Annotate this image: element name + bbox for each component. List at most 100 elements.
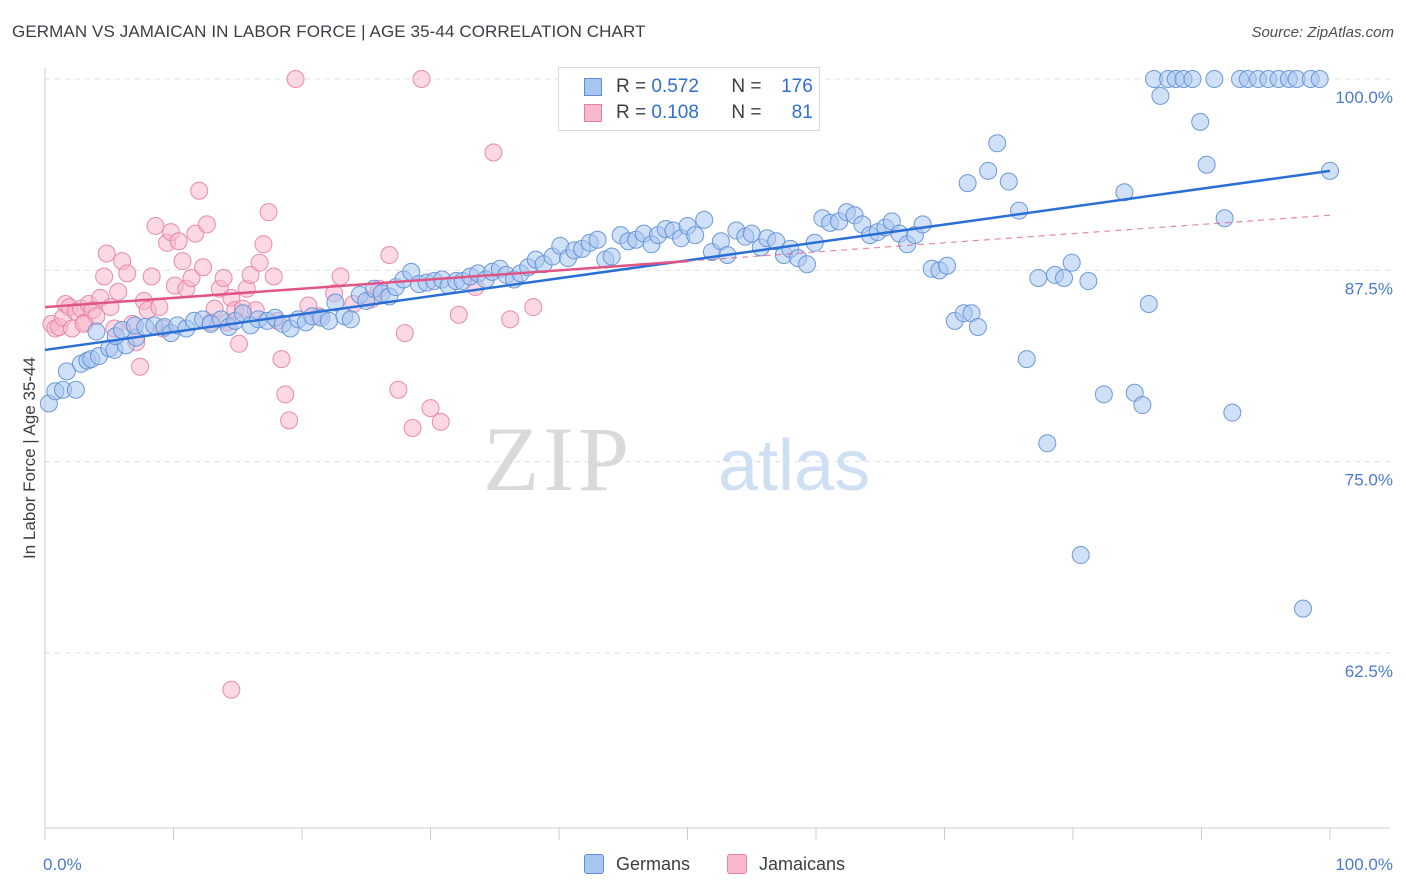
german-point-136 <box>1062 253 1081 272</box>
y-tick-label-3: 100.0% <box>1335 88 1393 107</box>
german-point-135 <box>1055 268 1074 287</box>
jamaican-point-81 <box>222 680 241 699</box>
y-axis-label: In Labor Force | Age 35-44 <box>20 357 39 559</box>
jamaican-point-59 <box>276 385 295 404</box>
legend-n-label: N = <box>731 76 762 97</box>
german-point-125 <box>968 317 987 336</box>
jamaican-point-58 <box>272 350 291 369</box>
german-point-139 <box>1094 385 1113 404</box>
german-point-90 <box>695 210 714 229</box>
german-point-164 <box>1310 70 1329 88</box>
german-point-140 <box>1115 183 1134 202</box>
jamaican-point-80 <box>524 298 543 317</box>
axes <box>44 68 1390 840</box>
watermark: ZIP atlas <box>483 408 870 510</box>
jamaican-point-27 <box>146 216 165 235</box>
legend-n-value-jamaicans: 81 <box>791 102 813 123</box>
german-trend-line <box>44 169 1331 352</box>
jamaican-point-65 <box>331 267 350 286</box>
jamaican-point-61 <box>286 70 305 88</box>
german-point-132 <box>1029 268 1048 287</box>
german-point-128 <box>988 134 1007 153</box>
jamaican-point-40 <box>197 215 216 234</box>
grid-lines <box>45 78 1390 654</box>
german-point-142 <box>1133 396 1152 415</box>
jamaican-point-44 <box>214 268 233 287</box>
jamaican-point-71 <box>395 324 414 343</box>
y-tick-label-2: 87.5% <box>1345 279 1393 298</box>
german-point-121 <box>938 256 957 275</box>
german-point-131 <box>1017 350 1036 369</box>
german-point-118 <box>913 215 932 234</box>
jamaican-point-72 <box>403 418 422 437</box>
jamaican-point-26 <box>142 267 161 286</box>
jamaican-point-39 <box>194 258 213 277</box>
german-point-99 <box>767 232 786 251</box>
german-point-145 <box>1151 86 1170 105</box>
german-point-138 <box>1079 272 1098 291</box>
german-point-4 <box>66 380 85 399</box>
jamaican-point-75 <box>431 412 450 431</box>
bottom-legend-label-germans: Germans <box>616 853 691 874</box>
german-point-133 <box>1038 434 1057 453</box>
german-point-76 <box>588 230 607 249</box>
legend-r-value-jamaicans: 0.108 <box>651 102 699 123</box>
german-point-153 <box>1215 209 1234 228</box>
jamaican-point-79 <box>501 310 520 329</box>
legend-swatch-jamaicans <box>584 104 602 122</box>
german-point-13 <box>87 322 106 341</box>
jamaican-trend-line <box>44 259 688 309</box>
jamaican-point-48 <box>230 334 249 353</box>
jamaican-point-74 <box>421 399 440 418</box>
y-tick-label-0: 62.5% <box>1345 662 1393 681</box>
jamaican-point-53 <box>250 253 269 272</box>
legend-r-value-germans: 0.572 <box>651 76 699 97</box>
jamaican-points <box>42 70 543 699</box>
jamaican-point-69 <box>380 246 399 265</box>
source-label: Source: ZipAtlas.com <box>1251 24 1394 41</box>
legend-swatch-germans <box>584 78 602 96</box>
jamaican-trend-extension <box>687 214 1331 262</box>
jamaican-point-15 <box>97 244 116 263</box>
jamaican-point-36 <box>182 268 201 287</box>
bottom-legend-swatch-germans <box>584 854 604 874</box>
legend-r-label: R = <box>616 76 647 97</box>
jamaican-point-56 <box>264 267 283 286</box>
jamaican-point-23 <box>131 357 150 376</box>
jamaican-point-20 <box>118 264 137 283</box>
jamaican-point-73 <box>412 70 431 88</box>
y-tick-label-1: 75.0% <box>1345 471 1393 490</box>
watermark-zip: ZIP <box>483 408 633 510</box>
german-point-3 <box>57 362 76 381</box>
german-point-162 <box>1294 599 1313 618</box>
legend-row-germans: R = 0.572 N = 176 <box>584 74 813 100</box>
german-point-150 <box>1191 112 1210 131</box>
chart-title: GERMAN VS JAMAICAN IN LABOR FORCE | AGE … <box>12 22 646 41</box>
german-point-127 <box>979 161 998 180</box>
jamaican-point-54 <box>254 235 273 254</box>
bottom-legend-jamaicans: Jamaicans <box>727 851 845 877</box>
jamaican-point-70 <box>389 380 408 399</box>
x-tick-label-0: 0.0% <box>43 855 82 874</box>
bottom-legend-swatch-jamaicans <box>727 854 747 874</box>
german-point-40 <box>319 311 338 330</box>
jamaican-point-38 <box>190 181 209 200</box>
jamaican-point-60 <box>280 411 299 430</box>
jamaican-point-76 <box>449 305 468 324</box>
german-point-154 <box>1223 403 1242 422</box>
legend-row-jamaicans: R = 0.108 N = 81 <box>584 100 813 126</box>
jamaican-point-55 <box>259 203 278 222</box>
german-point-126 <box>958 174 977 193</box>
jamaican-point-33 <box>169 232 188 251</box>
jamaican-point-78 <box>484 143 503 162</box>
jamaican-point-51 <box>241 265 260 284</box>
german-point-41 <box>326 293 345 312</box>
german-point-89 <box>686 226 705 245</box>
bottom-legend-label-jamaicans: Jamaicans <box>759 853 846 874</box>
legend-r-label: R = <box>616 102 647 123</box>
german-point-130 <box>1010 201 1029 220</box>
german-point-103 <box>798 255 817 274</box>
tick-labels: 62.5% 75.0% 87.5% 100.0% 0.0% 100.0% <box>43 88 1393 874</box>
german-point-137 <box>1071 546 1090 565</box>
